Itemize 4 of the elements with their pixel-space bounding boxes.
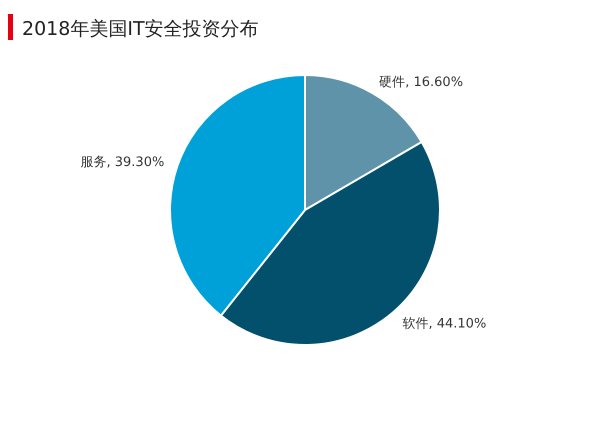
slice-label: 软件, 44.10% (402, 316, 486, 332)
slice-label: 服务, 39.30% (80, 154, 164, 170)
slice-label: 硬件, 16.60% (379, 74, 464, 90)
chart-title: 2018年美国IT安全投资分布 (22, 18, 259, 40)
